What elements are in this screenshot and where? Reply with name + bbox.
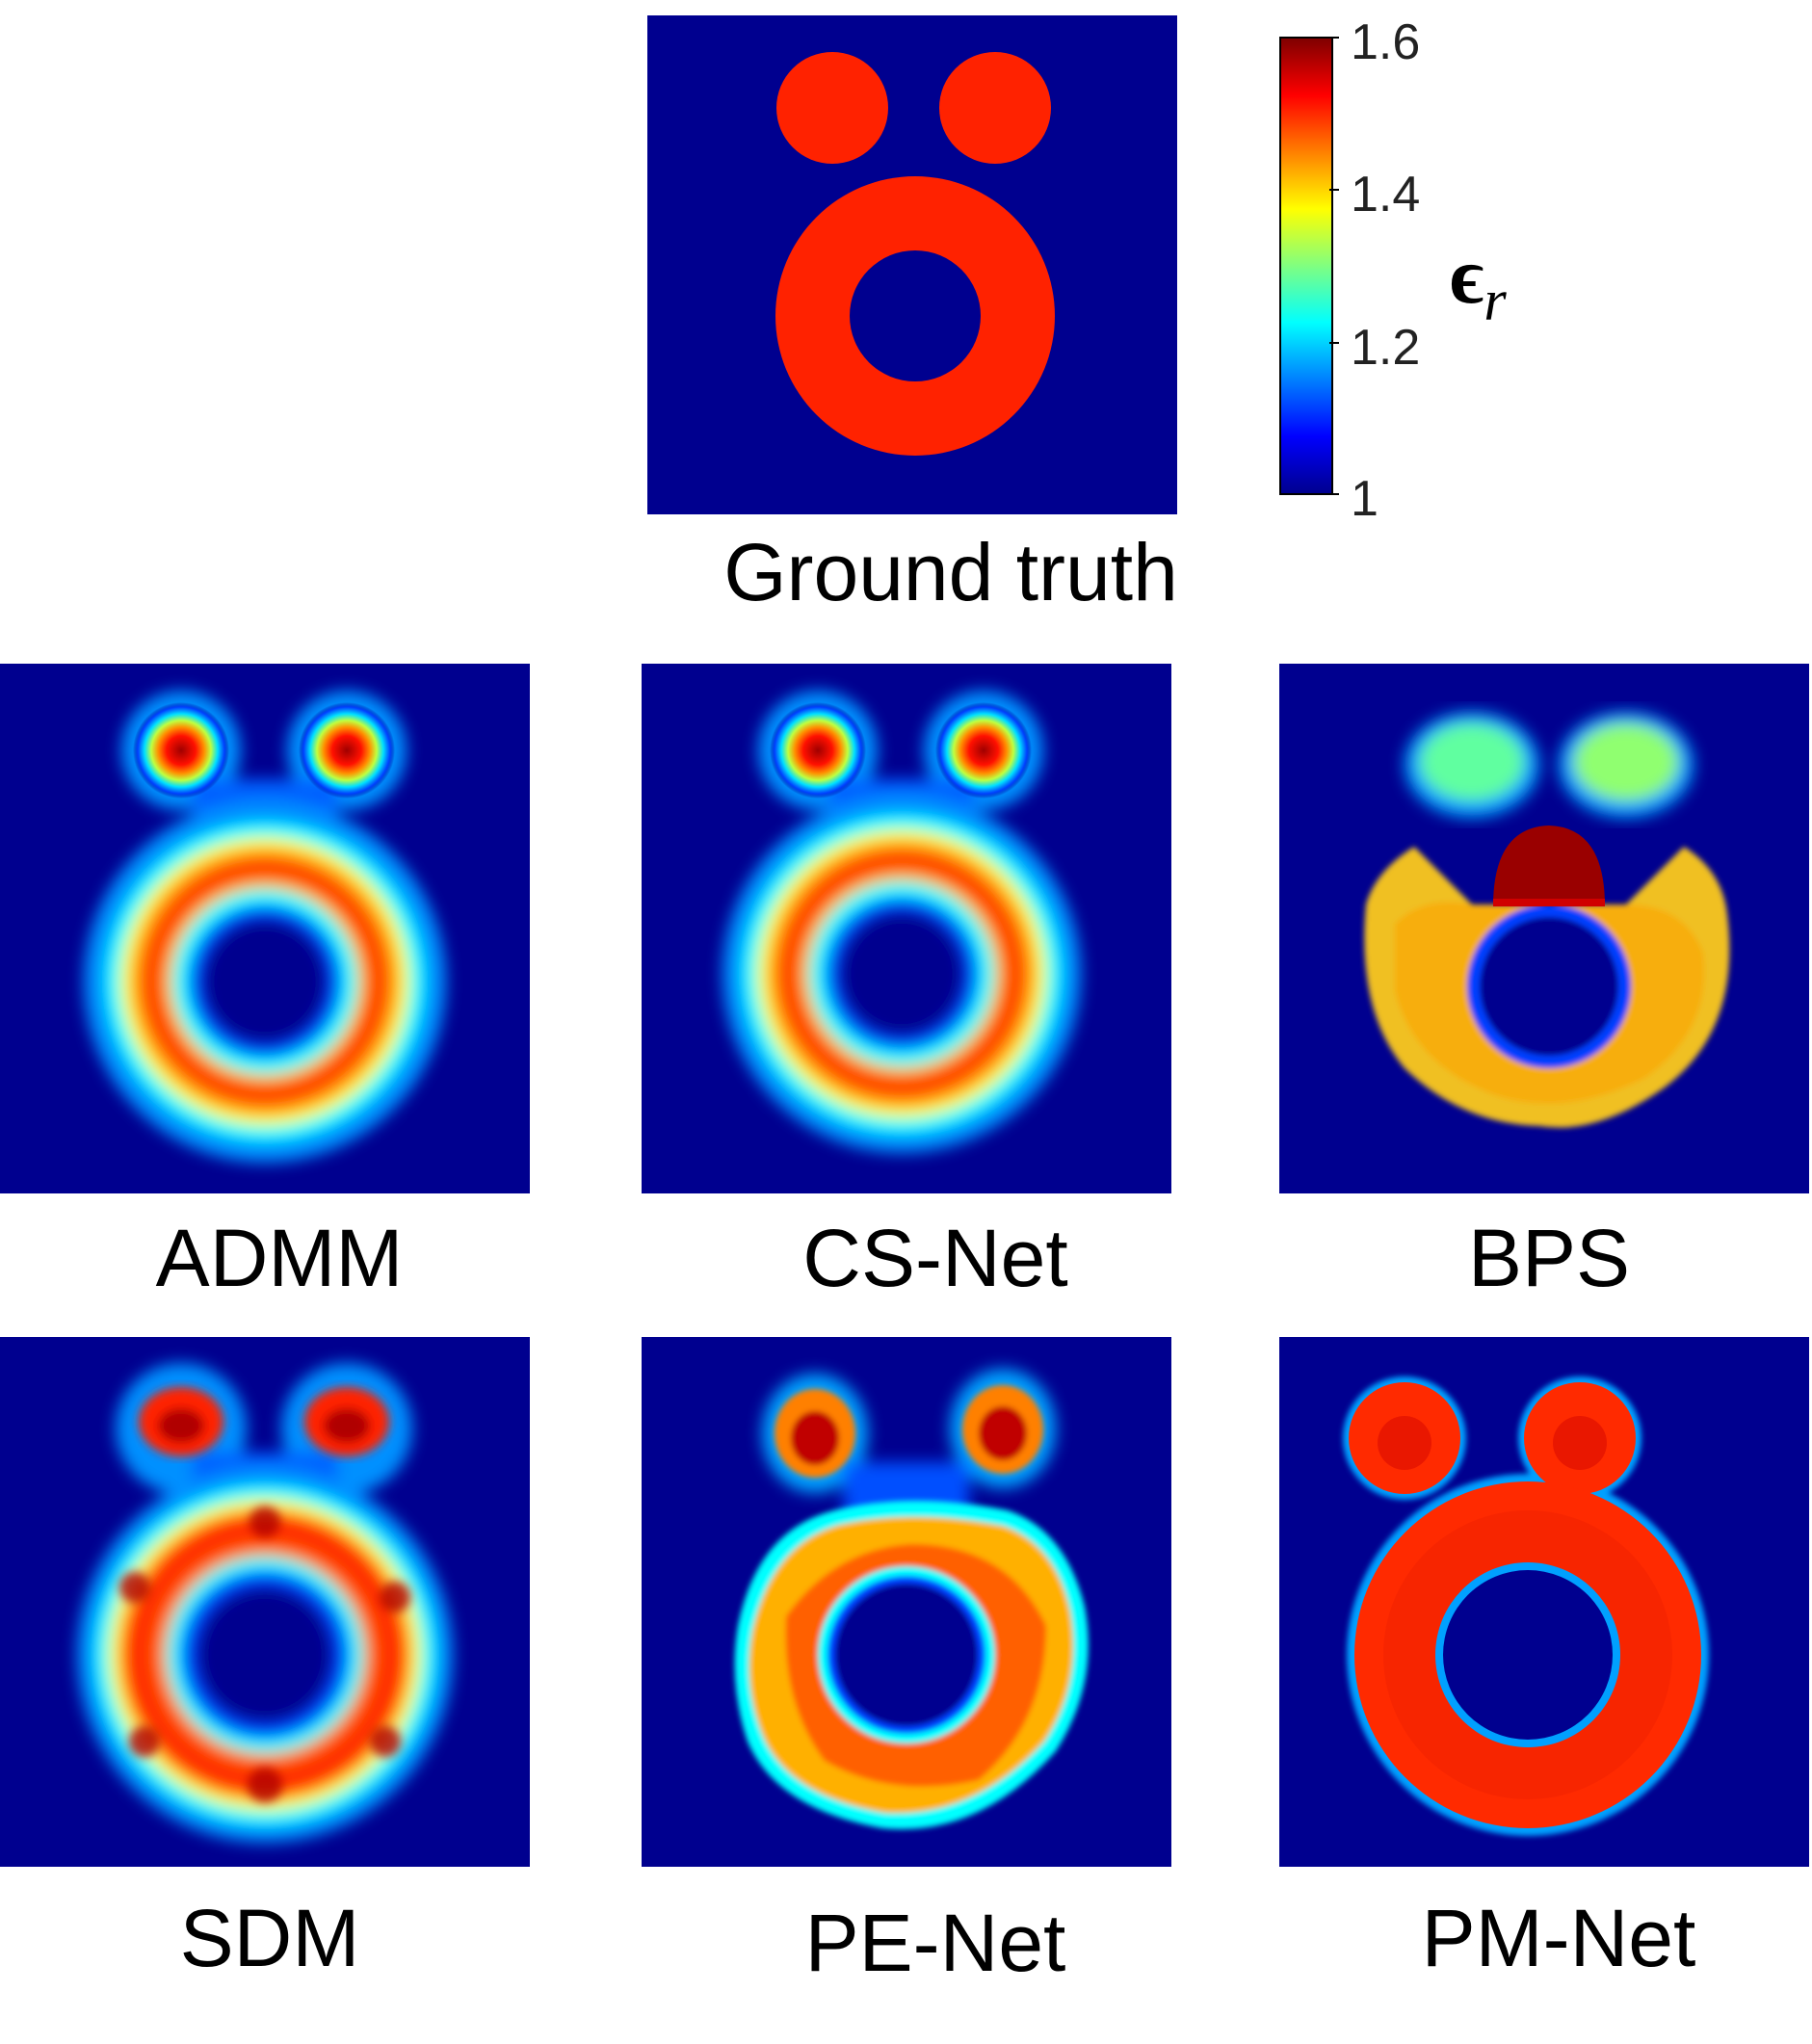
admm-caption: ADMM: [0, 1218, 559, 1298]
colorbar-tick: [1329, 37, 1339, 39]
ground-truth-image: [647, 15, 1177, 514]
admm-image: [0, 664, 530, 1193]
sdm-caption: SDM: [0, 1898, 539, 1978]
colorbar-tick: [1329, 493, 1339, 495]
pe-net-caption: PE-Net: [642, 1902, 1229, 1983]
ground-truth-caption: Ground truth: [647, 532, 1254, 613]
cs-net-image: [642, 664, 1171, 1193]
colorbar-tick-label: 1.4: [1351, 170, 1420, 220]
cs-net-caption: CS-Net: [642, 1218, 1229, 1298]
sdm-image: [0, 1337, 530, 1867]
colorbar: [1279, 37, 1333, 495]
pm-net-caption: PM-Net: [1279, 1898, 1812, 1978]
pm-net-image: [1279, 1337, 1809, 1867]
bps-image: [1279, 664, 1809, 1193]
colorbar-tick: [1329, 189, 1339, 191]
colorbar-tick-label: 1.6: [1351, 17, 1420, 67]
colorbar-label: ϵr: [1450, 236, 1507, 329]
colorbar-tick: [1329, 342, 1339, 344]
pe-net-image: [642, 1337, 1171, 1867]
colorbar-tick-label: 1.2: [1351, 323, 1420, 373]
bps-caption: BPS: [1279, 1218, 1812, 1298]
colorbar-label-symbol: ϵ: [1450, 231, 1484, 321]
colorbar-label-subscript: r: [1484, 269, 1506, 332]
colorbar-tick-label: 1: [1351, 474, 1379, 524]
